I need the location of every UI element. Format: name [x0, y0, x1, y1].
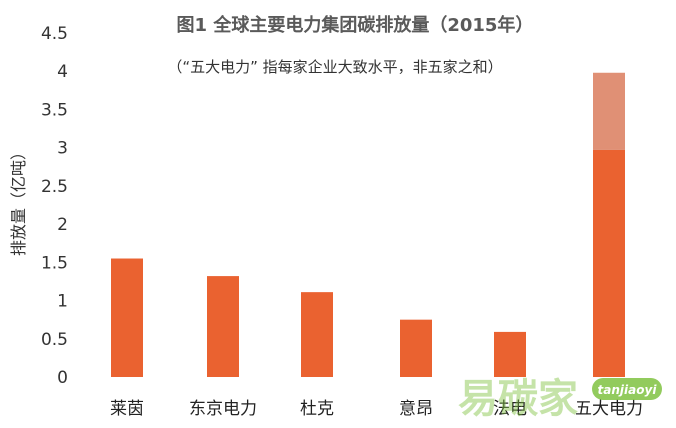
bar-0-segment-0: [111, 258, 143, 377]
y-tick-label: 4.5: [41, 24, 68, 44]
bar-2-segment-0: [301, 292, 333, 377]
bar-4-segment-0: [494, 331, 526, 377]
bars-group: [111, 72, 625, 377]
x-tick-label: 意昂: [399, 399, 433, 419]
y-tick-label: 1: [57, 292, 68, 312]
watermark-tag-badge: [592, 378, 662, 400]
bar-5-segment-0: [593, 149, 625, 377]
x-tick-label: 杜克: [300, 399, 334, 419]
y-tick-label: 3: [57, 139, 68, 159]
x-tick-label: 法电: [493, 399, 527, 419]
bar-1-segment-0: [207, 276, 239, 377]
x-tick-label: 莱茵: [110, 399, 144, 419]
bar-5-segment-1: [593, 72, 625, 150]
y-axis-ticks: 0 0.5 1 1.5 2 2.5 3 3.5 4 4.5: [41, 24, 68, 388]
y-tick-label: 0: [57, 368, 68, 388]
y-tick-label: 4: [57, 62, 68, 82]
y-tick-label: 3.5: [41, 100, 68, 120]
y-tick-label: 2: [57, 215, 68, 235]
watermark-tag-text: tanjiaoyi: [598, 383, 658, 397]
y-tick-label: 1.5: [41, 253, 68, 273]
chart-subtitle: （“五大电力” 指每家企业大致水平，非五家之和）: [167, 58, 502, 76]
x-tick-label: 东京电力: [189, 399, 257, 419]
bar-3-segment-0: [400, 319, 432, 377]
x-tick-label: 五大电力: [575, 399, 643, 419]
watermark-text: 易碳家: [458, 376, 578, 422]
chart-title: 图1 全球主要电力集团碳排放量（2015年）: [177, 14, 534, 36]
watermark-logo: 易碳家 tanjiaoyi: [458, 376, 662, 422]
y-axis-label: 排放量（亿吨）: [9, 144, 28, 256]
y-tick-label: 0.5: [41, 330, 68, 350]
y-tick-label: 2.5: [41, 177, 68, 197]
x-axis-ticks: 莱茵 东京电力 杜克 意昂 法电 五大电力: [110, 399, 643, 419]
